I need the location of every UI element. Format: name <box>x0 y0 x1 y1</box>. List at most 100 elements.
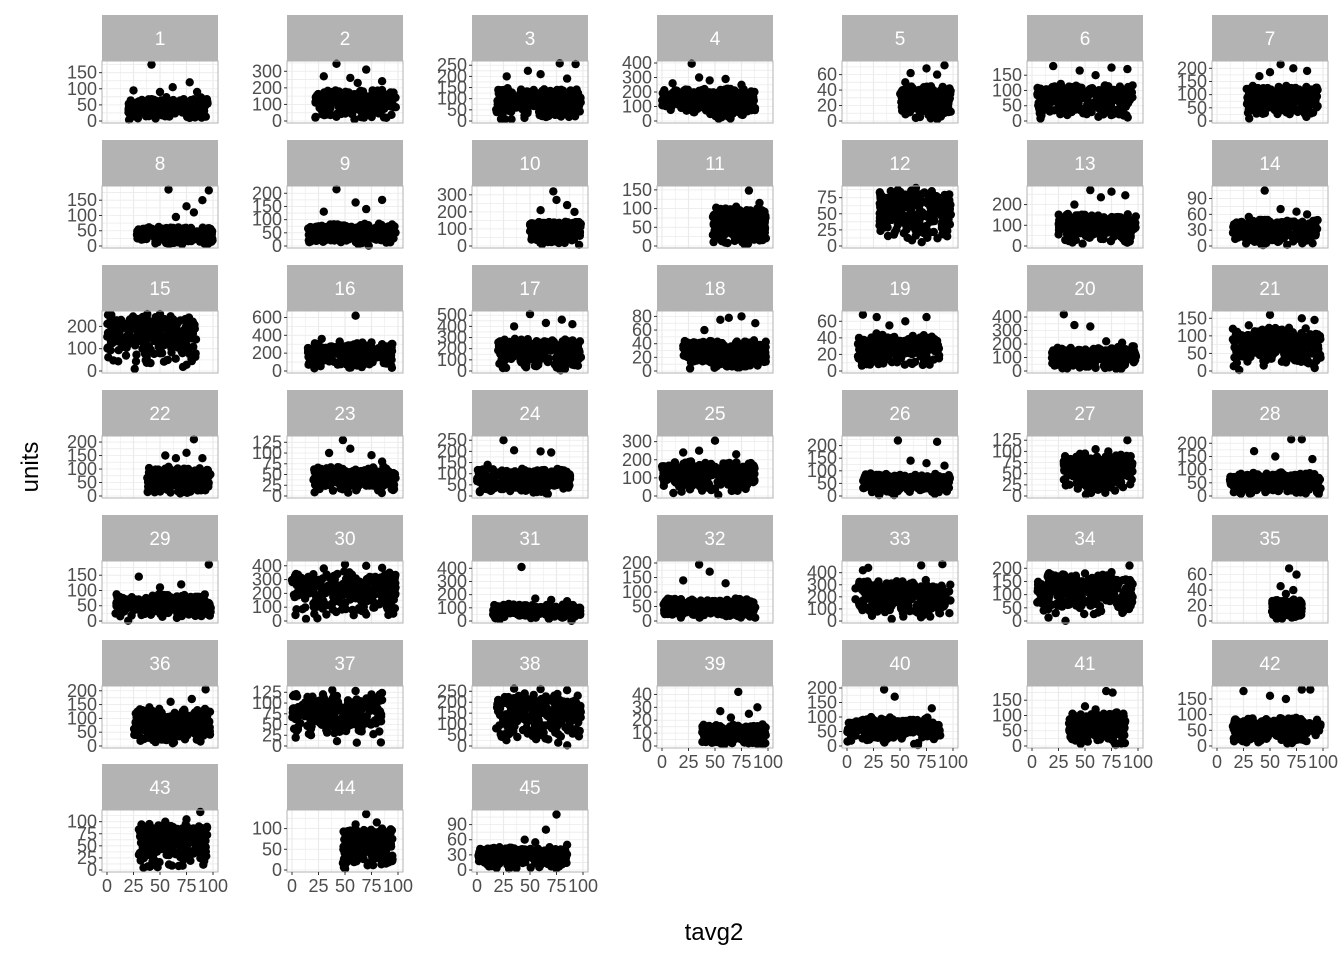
data-point-outlier <box>502 72 511 81</box>
data-point <box>546 228 555 238</box>
point-cloud <box>103 309 201 374</box>
data-point-outlier <box>319 72 328 81</box>
y-tick-label: 90 <box>1187 189 1207 209</box>
y-tick-label: 200 <box>1177 58 1207 78</box>
data-point <box>363 107 373 117</box>
data-point <box>310 339 319 348</box>
data-point <box>1109 232 1118 242</box>
data-point-outlier <box>185 78 194 87</box>
data-point <box>576 219 585 229</box>
data-point <box>1256 238 1266 247</box>
data-point <box>322 96 331 105</box>
data-point-outlier <box>753 204 762 213</box>
data-point <box>507 115 516 124</box>
y-tick-label: 200 <box>992 195 1022 215</box>
data-point <box>166 227 175 236</box>
data-point <box>1259 84 1268 93</box>
data-point <box>1302 82 1311 92</box>
data-point <box>1277 106 1287 115</box>
point-cloud <box>311 59 400 124</box>
data-point-outlier <box>1091 71 1100 80</box>
data-point <box>362 228 371 238</box>
facet-panel-4: 440100200300400 <box>622 15 774 131</box>
data-point <box>1085 233 1094 242</box>
data-point <box>944 215 953 224</box>
data-point <box>746 88 755 98</box>
data-point <box>357 113 366 122</box>
facet-panel-15: 15150100200 <box>67 265 219 381</box>
data-point <box>543 108 553 118</box>
data-point <box>1073 211 1083 220</box>
data-point <box>169 322 178 331</box>
data-point <box>918 211 927 221</box>
facet-strip-label-overlay: 10 <box>519 154 540 175</box>
facet-strip-label-overlay: 8 <box>155 154 166 175</box>
data-point <box>926 211 935 220</box>
data-point <box>311 93 320 102</box>
data-point-outlier <box>721 204 730 213</box>
data-point <box>193 230 202 239</box>
data-point <box>373 347 383 356</box>
data-point-outlier <box>147 60 156 69</box>
data-point <box>575 107 584 116</box>
data-point <box>534 102 543 111</box>
y-tick-label: 200 <box>252 343 282 363</box>
data-point <box>351 347 360 356</box>
data-point <box>915 112 925 122</box>
data-point-outlier <box>694 73 704 82</box>
data-point <box>1081 216 1090 225</box>
data-point <box>904 96 913 106</box>
data-point <box>943 232 952 241</box>
data-point <box>1306 220 1315 229</box>
data-point <box>893 185 903 195</box>
data-point-outlier <box>317 334 326 344</box>
y-tick-label: 0 <box>1012 236 1022 256</box>
facet-strip-label-overlay: 15 <box>149 279 170 300</box>
data-point <box>881 207 890 216</box>
data-point <box>171 354 180 363</box>
data-point <box>1112 213 1122 222</box>
data-point-outlier <box>901 78 910 87</box>
data-point <box>387 110 396 120</box>
data-point <box>180 235 189 244</box>
data-point <box>321 226 331 235</box>
data-point <box>122 335 131 345</box>
data-point-outlier <box>1265 68 1275 77</box>
data-point <box>196 110 206 120</box>
data-point <box>148 229 158 238</box>
y-tick-label: 0 <box>87 361 97 381</box>
data-point <box>1055 93 1065 103</box>
data-point <box>558 92 567 101</box>
data-point-outlier <box>744 186 754 195</box>
data-point <box>144 342 154 351</box>
data-point <box>1100 89 1109 99</box>
data-point <box>133 114 143 123</box>
facet-panel-17: 17170100200300400500 <box>437 265 589 381</box>
y-tick-label: 200 <box>252 78 282 98</box>
data-point <box>1245 114 1254 123</box>
y-tick-label: 60 <box>817 65 837 85</box>
data-point <box>1257 215 1266 225</box>
data-point-outlier <box>552 195 561 205</box>
data-point <box>559 102 568 112</box>
facet-panel-5: 550204060 <box>817 15 959 131</box>
facet-strip-label-overlay: 11 <box>705 154 725 175</box>
data-point <box>1291 83 1300 93</box>
data-point <box>1308 239 1317 248</box>
y-tick-label: 400 <box>252 325 282 345</box>
data-point <box>1127 92 1136 102</box>
y-tick-label: 50 <box>77 95 97 115</box>
facet-strip-label-overlay: 3 <box>525 29 536 50</box>
data-point-outlier <box>362 65 371 74</box>
data-point <box>659 93 668 103</box>
data-point <box>1070 101 1079 110</box>
data-point <box>329 220 339 229</box>
data-point-outlier <box>1070 200 1079 209</box>
facet-strip-label-overlay: 12 <box>889 154 910 175</box>
data-point <box>700 95 710 104</box>
data-point-outlier <box>721 74 730 84</box>
data-point <box>1054 230 1063 239</box>
